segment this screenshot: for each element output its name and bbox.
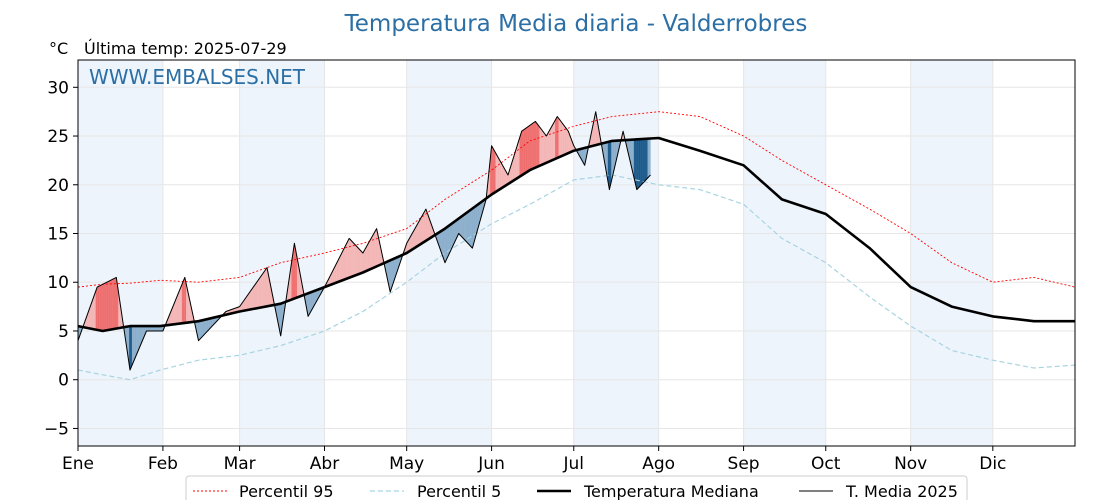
- series-line-t-media-2025: [77, 111, 651, 371]
- month-bands: [78, 60, 993, 446]
- y-tick-label: 15: [47, 225, 69, 245]
- legend-label-p5: Percentil 5: [417, 482, 501, 500]
- x-tick-label: Abr: [310, 454, 339, 474]
- y-tick-label: 30: [47, 78, 69, 98]
- series-lines: [77, 111, 1076, 381]
- legend-label-current: T. Media 2025: [845, 482, 958, 500]
- x-tick-label: Mar: [224, 454, 256, 474]
- chart-title: Temperatura Media diaria - Valderrobres: [344, 11, 808, 37]
- y-tick-label: 10: [47, 273, 69, 293]
- y-tick-label: 20: [47, 176, 69, 196]
- month-band: [910, 60, 993, 446]
- x-tick-label: Sep: [728, 454, 760, 474]
- x-tick-label: Jul: [563, 454, 585, 474]
- series-line-temperatura-mediana: [77, 136, 1075, 333]
- plot-frame: [77, 59, 1076, 447]
- month-band: [743, 60, 826, 446]
- x-tick-label: Jun: [477, 454, 505, 474]
- y-tick-label: 25: [47, 127, 69, 147]
- series-line-percentil-5: [77, 174, 1076, 381]
- month-band: [573, 60, 659, 446]
- x-tick-label: Ago: [642, 454, 675, 474]
- x-tick-label: Ene: [62, 454, 94, 474]
- x-tick-label: May: [389, 454, 424, 474]
- month-band: [78, 60, 163, 446]
- unit-label: °C: [49, 39, 68, 58]
- below-median-fill: [649, 138, 651, 177]
- legend-label-median: Temperatura Mediana: [583, 482, 759, 500]
- watermark: WWW.EMBALSES.NET: [89, 65, 306, 89]
- x-tick-label: Nov: [894, 454, 927, 474]
- legend: Percentil 95 Percentil 5 Temperatura Med…: [185, 475, 968, 500]
- x-tick-label: Oct: [811, 454, 841, 474]
- y-tick-label: −5: [44, 419, 69, 439]
- x-tick-label: Dic: [979, 454, 1006, 474]
- legend-box: [185, 475, 968, 500]
- month-band: [239, 60, 325, 446]
- y-tick-label: 5: [58, 322, 69, 342]
- last-update-label: Última temp: 2025-07-29: [84, 39, 287, 58]
- x-axis: Ene Feb Mar Abr May Jun Jul Ago Sep Oct Nov Dic: [62, 446, 1006, 474]
- y-axis: −5 0 5 10 15 20 25 30: [44, 78, 78, 439]
- x-tick-label: Feb: [148, 454, 178, 474]
- y-tick-label: 0: [58, 371, 69, 391]
- legend-label-p95: Percentil 95: [239, 482, 334, 500]
